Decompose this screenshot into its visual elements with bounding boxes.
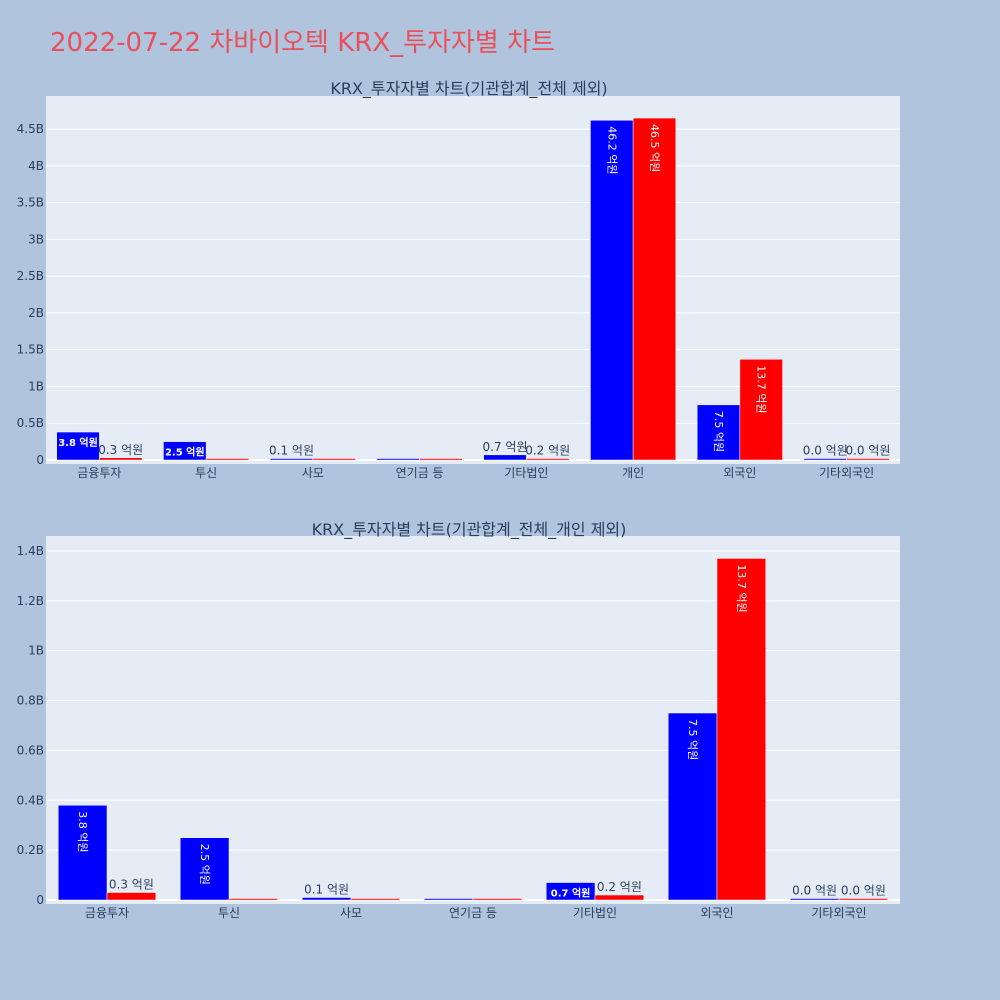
data-label: 0.0 억원 xyxy=(845,444,890,458)
x-tick-label: 기타법인 xyxy=(573,906,617,920)
y-tick-label: 2.5B xyxy=(17,269,44,283)
bar xyxy=(269,458,314,461)
y-tick-label: 3.5B xyxy=(17,196,44,210)
bar xyxy=(376,458,420,461)
x-tick-label: 금융투자 xyxy=(85,906,129,920)
bar xyxy=(483,454,527,461)
bar xyxy=(472,898,523,901)
data-label: 2.5 억원 xyxy=(198,844,211,885)
x-tick-label: 개인 xyxy=(622,466,644,480)
bar xyxy=(545,882,596,901)
data-label: 0.0 억원 xyxy=(792,884,837,898)
bar xyxy=(803,458,847,461)
bar xyxy=(99,457,143,461)
bar xyxy=(179,837,230,901)
data-label: 0.3 억원 xyxy=(98,443,143,457)
page-title: 2022-07-22 차바이오텍 KRX_투자자별 차트 xyxy=(50,28,555,58)
data-label: 0.0 억원 xyxy=(803,444,848,458)
chart-title: KRX_투자자별 차트(기관합계_전체_개인 제외) xyxy=(312,520,627,540)
y-tick-label: 0.4B xyxy=(17,793,44,807)
bar xyxy=(350,898,401,901)
data-label: 46.5 억원 xyxy=(648,124,661,172)
data-label: 0.2 억원 xyxy=(597,880,642,894)
bar xyxy=(312,458,356,461)
y-tick-label: 0.6B xyxy=(17,743,44,757)
y-tick-label: 1.5B xyxy=(17,343,44,357)
data-label: 0.7 억원 xyxy=(483,440,528,454)
bar xyxy=(789,898,840,901)
y-tick-label: 2B xyxy=(28,306,44,320)
bar xyxy=(57,805,108,901)
bar xyxy=(106,892,157,901)
data-label: 0.0 억원 xyxy=(841,884,886,898)
data-label: 13.7 억원 xyxy=(755,365,768,413)
data-label: 0.1 억원 xyxy=(304,883,349,897)
y-tick-label: 0.8B xyxy=(17,694,44,708)
data-label: 0.7 억원 xyxy=(551,887,591,900)
data-label: 13.7 억원 xyxy=(735,564,748,612)
x-tick-label: 사모 xyxy=(340,906,362,920)
bar xyxy=(696,404,741,461)
chart-top: 0 0.5B 1B 1.5B 2B 2.5B 3B 3.5B 4B 4.5B KRX_투자자별 차트… xyxy=(17,79,900,480)
y-tick-label: 4B xyxy=(28,159,44,173)
bar xyxy=(716,558,767,901)
y-tick-label: 1.2B xyxy=(17,594,44,608)
bar xyxy=(56,431,100,461)
bar xyxy=(419,458,463,461)
data-label: 0.3 억원 xyxy=(109,878,154,892)
y-tick-label: 0 xyxy=(36,453,44,467)
bar xyxy=(301,897,352,901)
plot-area xyxy=(46,536,900,904)
data-label: 0.2 억원 xyxy=(525,444,570,458)
bar xyxy=(667,712,718,901)
y-tick-label: 0.2B xyxy=(17,843,44,857)
chart-title: KRX_투자자별 차트(기관합계_전체 제외) xyxy=(330,79,607,99)
data-label: 2.5 억원 xyxy=(165,446,205,459)
bar xyxy=(526,458,570,461)
y-tick-label: 4.5B xyxy=(17,122,44,136)
bar xyxy=(423,898,474,901)
bar xyxy=(632,117,677,461)
x-tick-label: 기타외국인 xyxy=(819,466,874,480)
data-label: 46.2 억원 xyxy=(605,126,618,174)
data-label: 3.8 억원 xyxy=(76,811,89,852)
x-tick-label: 외국인 xyxy=(723,466,756,480)
bar xyxy=(590,120,634,461)
x-tick-label: 기타법인 xyxy=(504,466,548,480)
y-tick-label: 0.5B xyxy=(17,416,44,430)
bar xyxy=(739,359,783,461)
data-label: 7.5 억원 xyxy=(712,411,725,452)
x-tick-label: 기타외국인 xyxy=(811,906,866,920)
data-label: 0.1 억원 xyxy=(269,444,314,458)
chart-bottom: 0 0.2B 0.4B 0.6B 0.8B 1B 1.2B 1.4B KRX_투자자별 차트(기… xyxy=(17,520,900,920)
y-tick-label: 1B xyxy=(28,379,44,393)
bar xyxy=(838,898,889,901)
y-tick-label: 3B xyxy=(28,232,44,246)
y-tick-label: 1.4B xyxy=(17,544,44,558)
bar xyxy=(228,898,279,901)
x-tick-label: 연기금 등 xyxy=(396,466,444,480)
bar xyxy=(205,458,250,461)
x-tick-label: 투신 xyxy=(195,466,217,480)
bar xyxy=(846,458,890,461)
data-label: 3.8 억원 xyxy=(58,436,98,449)
x-tick-label: 투신 xyxy=(218,906,240,920)
x-tick-label: 연기금 등 xyxy=(449,906,497,920)
bar xyxy=(594,894,645,901)
y-tick-label: 0 xyxy=(36,893,44,907)
x-tick-label: 사모 xyxy=(302,466,324,480)
y-tick-label: 1B xyxy=(28,644,44,658)
data-label: 7.5 억원 xyxy=(686,719,699,760)
x-tick-label: 금융투자 xyxy=(77,466,121,480)
bar xyxy=(163,441,207,461)
x-tick-label: 외국인 xyxy=(700,906,733,920)
